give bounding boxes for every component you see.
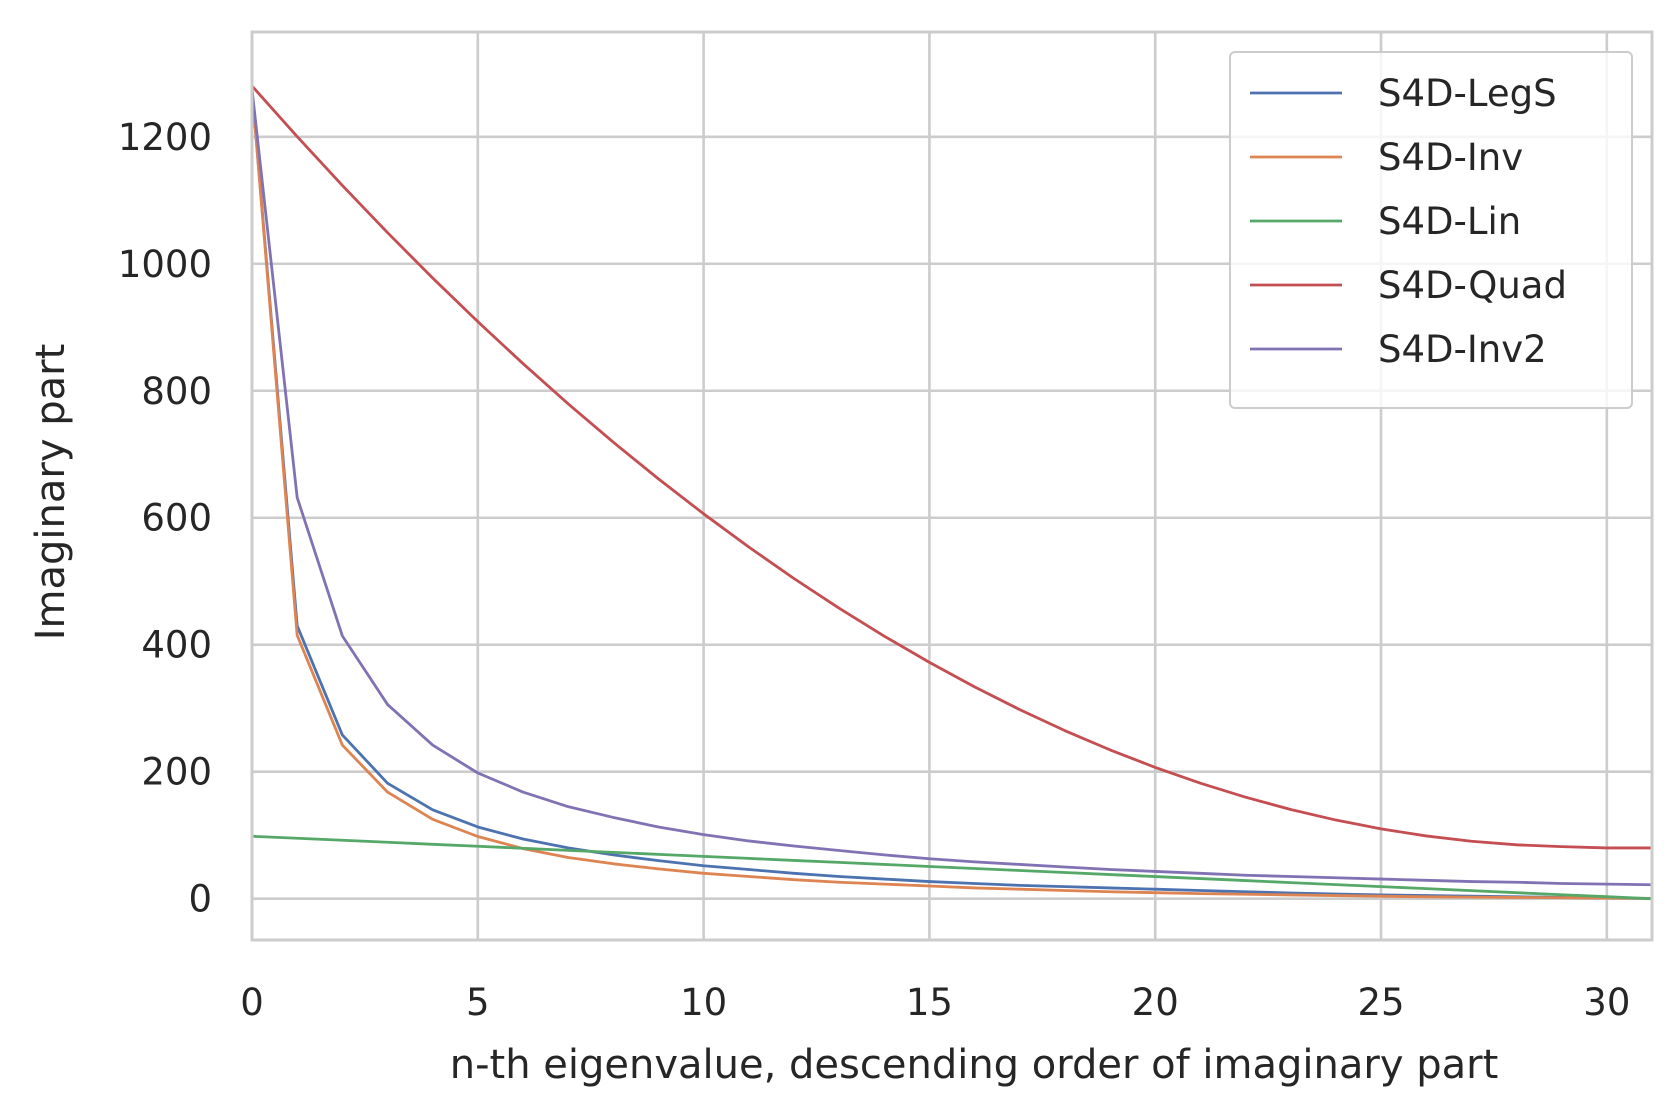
x-tick-label-15: 15 [906, 981, 953, 1024]
x-tick-label-30: 30 [1583, 981, 1630, 1024]
series-line-s4d-inv [250, 87, 1654, 900]
series-lines [250, 84, 1654, 901]
legend-label-s4d-lin: S4D-Lin [1378, 200, 1521, 243]
legend: S4D-LegS S4D-Inv S4D-Lin S4D-Quad S4D-Inv2 [1229, 51, 1633, 409]
y-tick-label-0: 0 [188, 878, 212, 921]
y-axis-label: Imaginary part [28, 344, 74, 641]
x-tick-label-25: 25 [1357, 981, 1404, 1024]
y-tick-label-800: 800 [141, 370, 212, 413]
x-tick-label-10: 10 [680, 981, 727, 1024]
y-tick-labels: 0 200 400 600 800 1000 1200 [118, 116, 212, 921]
legend-label-s4d-quad: S4D-Quad [1378, 264, 1567, 307]
series-line-s4d-inv2 [250, 87, 1654, 887]
plot-frame [250, 30, 1654, 942]
legend-box [1229, 51, 1633, 409]
legend-label-s4d-inv2: S4D-Inv2 [1378, 328, 1547, 371]
legend-label-s4d-inv: S4D-Inv [1378, 136, 1523, 179]
x-tick-label-5: 5 [466, 981, 490, 1024]
x-axis-label: n-th eigenvalue, descending order of ima… [450, 1042, 1499, 1088]
y-tick-label-600: 600 [141, 497, 212, 540]
y-tick-label-1000: 1000 [118, 243, 212, 286]
x-tick-label-0: 0 [240, 981, 264, 1024]
series-line-s4d-lin [250, 834, 1654, 901]
series-line-s4d-quad [250, 84, 1654, 850]
y-tick-label-1200: 1200 [118, 116, 212, 159]
legend-label-s4d-legs: S4D-LegS [1378, 72, 1557, 115]
x-tick-labels: 0 5 10 15 20 25 30 [240, 981, 1630, 1024]
y-tick-label-400: 400 [141, 624, 212, 667]
x-tick-label-20: 20 [1132, 981, 1179, 1024]
y-tick-label-200: 200 [141, 751, 212, 794]
